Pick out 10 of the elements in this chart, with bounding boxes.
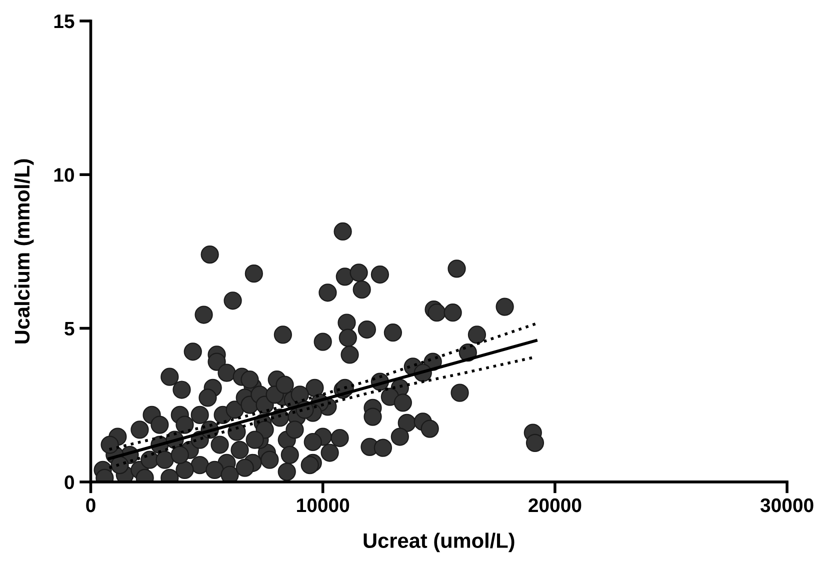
- x-tick-label: 10000: [297, 498, 350, 512]
- x-axis-title: Ucreat (umol/L): [364, 532, 514, 552]
- y-tick-label: 10: [54, 168, 74, 182]
- x-tick-label: 20000: [528, 498, 582, 512]
- x-tick-label: 30000: [760, 498, 814, 512]
- y-tick-label: 15: [54, 14, 74, 28]
- y-tick-label: 0: [64, 475, 74, 490]
- y-axis-title: Ucalcium (mmol/L): [14, 159, 34, 344]
- y-tick-label: 5: [64, 322, 74, 336]
- x-tick-label: 0: [86, 498, 96, 512]
